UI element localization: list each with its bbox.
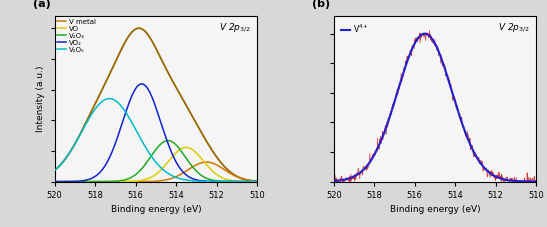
Text: (b): (b) — [312, 0, 330, 9]
V₂O₅ — [254, 180, 260, 183]
Line: VO₂: VO₂ — [55, 84, 257, 182]
V$^{4+}$ — [533, 180, 539, 183]
Line: V$^{4+}$: V$^{4+}$ — [334, 34, 536, 182]
V$^{4+}$ — [336, 179, 343, 182]
VO₂ — [94, 173, 101, 176]
V₂O₅ — [57, 163, 64, 166]
V₂O₅ — [94, 104, 101, 107]
V metal — [51, 180, 58, 183]
V metal — [57, 180, 64, 183]
V₂O₃ — [155, 145, 162, 148]
Line: V metal: V metal — [55, 162, 257, 182]
X-axis label: Binding energy (eV): Binding energy (eV) — [110, 205, 201, 214]
Line: VO: VO — [55, 147, 257, 182]
V₂O₃ — [57, 180, 64, 183]
Text: V 2$p_{3/2}$: V 2$p_{3/2}$ — [219, 21, 251, 34]
Text: (a): (a) — [33, 0, 51, 9]
Y-axis label: Intensity (a.u.): Intensity (a.u.) — [36, 66, 45, 132]
V metal — [243, 179, 250, 181]
V₂O₃ — [161, 140, 167, 143]
Legend: V metal, VO, V₂O₃, VO₂, V₂O₅: V metal, VO, V₂O₃, VO₂, V₂O₅ — [57, 18, 96, 54]
V metal — [161, 179, 167, 182]
VO₂ — [155, 114, 162, 117]
Legend: V$^{4+}$: V$^{4+}$ — [337, 20, 371, 38]
V₂O₅ — [51, 169, 58, 172]
VO — [254, 180, 260, 183]
Text: V 2$p_{3/2}$: V 2$p_{3/2}$ — [498, 21, 530, 34]
VO — [183, 146, 189, 149]
VO — [51, 180, 58, 183]
V₂O₃ — [254, 180, 260, 183]
V$^{4+}$ — [422, 32, 428, 35]
V metal — [155, 180, 162, 182]
V₂O₅ — [155, 164, 162, 167]
V metal — [94, 180, 101, 183]
VO — [161, 165, 167, 168]
V₂O₅ — [57, 163, 64, 166]
VO — [94, 180, 101, 183]
Line: V₂O₅: V₂O₅ — [55, 99, 257, 182]
VO — [57, 180, 64, 183]
VO₂ — [243, 180, 250, 183]
V₂O₃ — [57, 180, 64, 183]
V$^{4+}$ — [374, 149, 380, 152]
V$^{4+}$ — [522, 180, 529, 183]
V₂O₃ — [94, 180, 101, 183]
V₂O₅ — [161, 169, 167, 172]
VO — [243, 180, 250, 183]
V metal — [254, 180, 260, 183]
VO₂ — [138, 83, 145, 85]
V$^{4+}$ — [336, 179, 343, 182]
V metal — [57, 180, 64, 183]
V$^{4+}$ — [434, 48, 441, 51]
VO₂ — [254, 180, 260, 183]
V₂O₃ — [243, 180, 250, 183]
V metal — [203, 161, 210, 163]
VO₂ — [161, 131, 167, 133]
VO₂ — [51, 180, 58, 183]
V₂O₃ — [51, 180, 58, 183]
V₂O₅ — [106, 97, 113, 100]
V₂O₅ — [243, 180, 250, 183]
VO — [57, 180, 64, 183]
VO₂ — [57, 180, 64, 183]
V₂O₃ — [165, 139, 171, 142]
X-axis label: Binding energy (eV): Binding energy (eV) — [389, 205, 480, 214]
VO₂ — [57, 180, 64, 183]
V$^{4+}$ — [330, 180, 337, 182]
V$^{4+}$ — [440, 62, 446, 65]
VO — [155, 171, 162, 174]
Line: V₂O₃: V₂O₃ — [55, 141, 257, 182]
